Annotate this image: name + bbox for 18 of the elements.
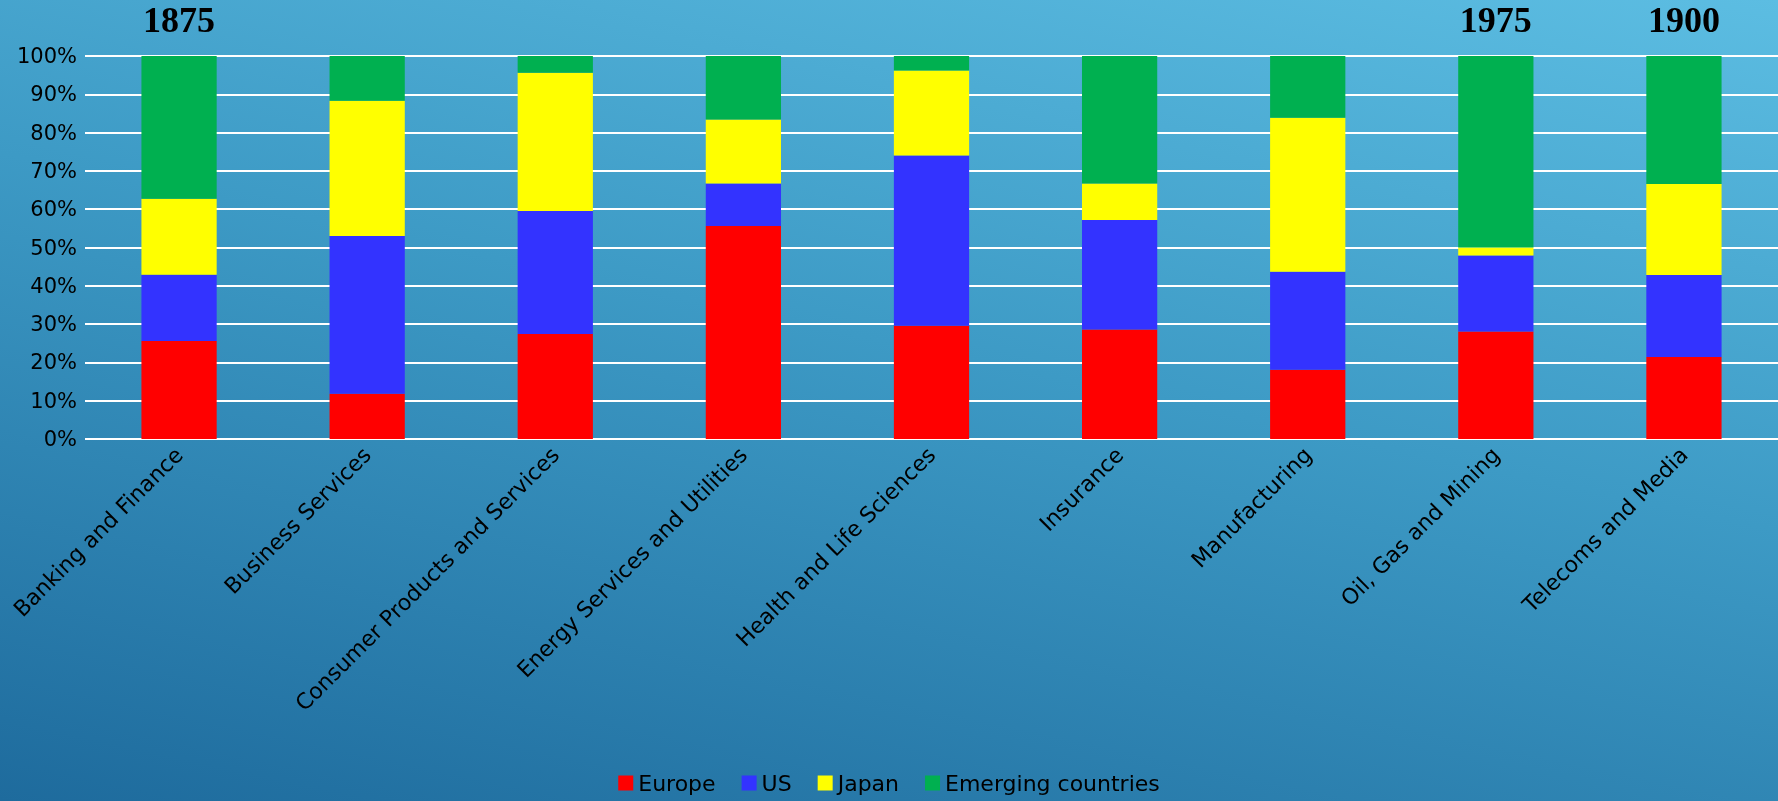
- y-tick-label: 20%: [30, 350, 77, 375]
- annotation: 1900: [1647, 0, 1720, 40]
- y-tick-label: 0%: [43, 427, 77, 451]
- y-tick-label: 70%: [30, 158, 77, 183]
- legend-label: Europe: [638, 770, 716, 796]
- legend-label: Emerging countries: [945, 770, 1160, 796]
- y-tick-label: 10%: [30, 388, 77, 413]
- annotation: 1975: [1459, 0, 1532, 40]
- y-tick-label: 40%: [30, 273, 77, 298]
- y-tick-label: 50%: [30, 235, 77, 260]
- legend-label: US: [761, 770, 792, 796]
- y-tick-label: 80%: [30, 120, 77, 145]
- y-tick-label: 100%: [16, 44, 77, 68]
- y-tick-label: 60%: [30, 197, 77, 222]
- y-tick-label: 30%: [30, 312, 77, 337]
- annotation: 1875: [143, 0, 216, 40]
- y-tick-label: 90%: [30, 82, 77, 107]
- legend-label: Japan: [835, 770, 900, 796]
